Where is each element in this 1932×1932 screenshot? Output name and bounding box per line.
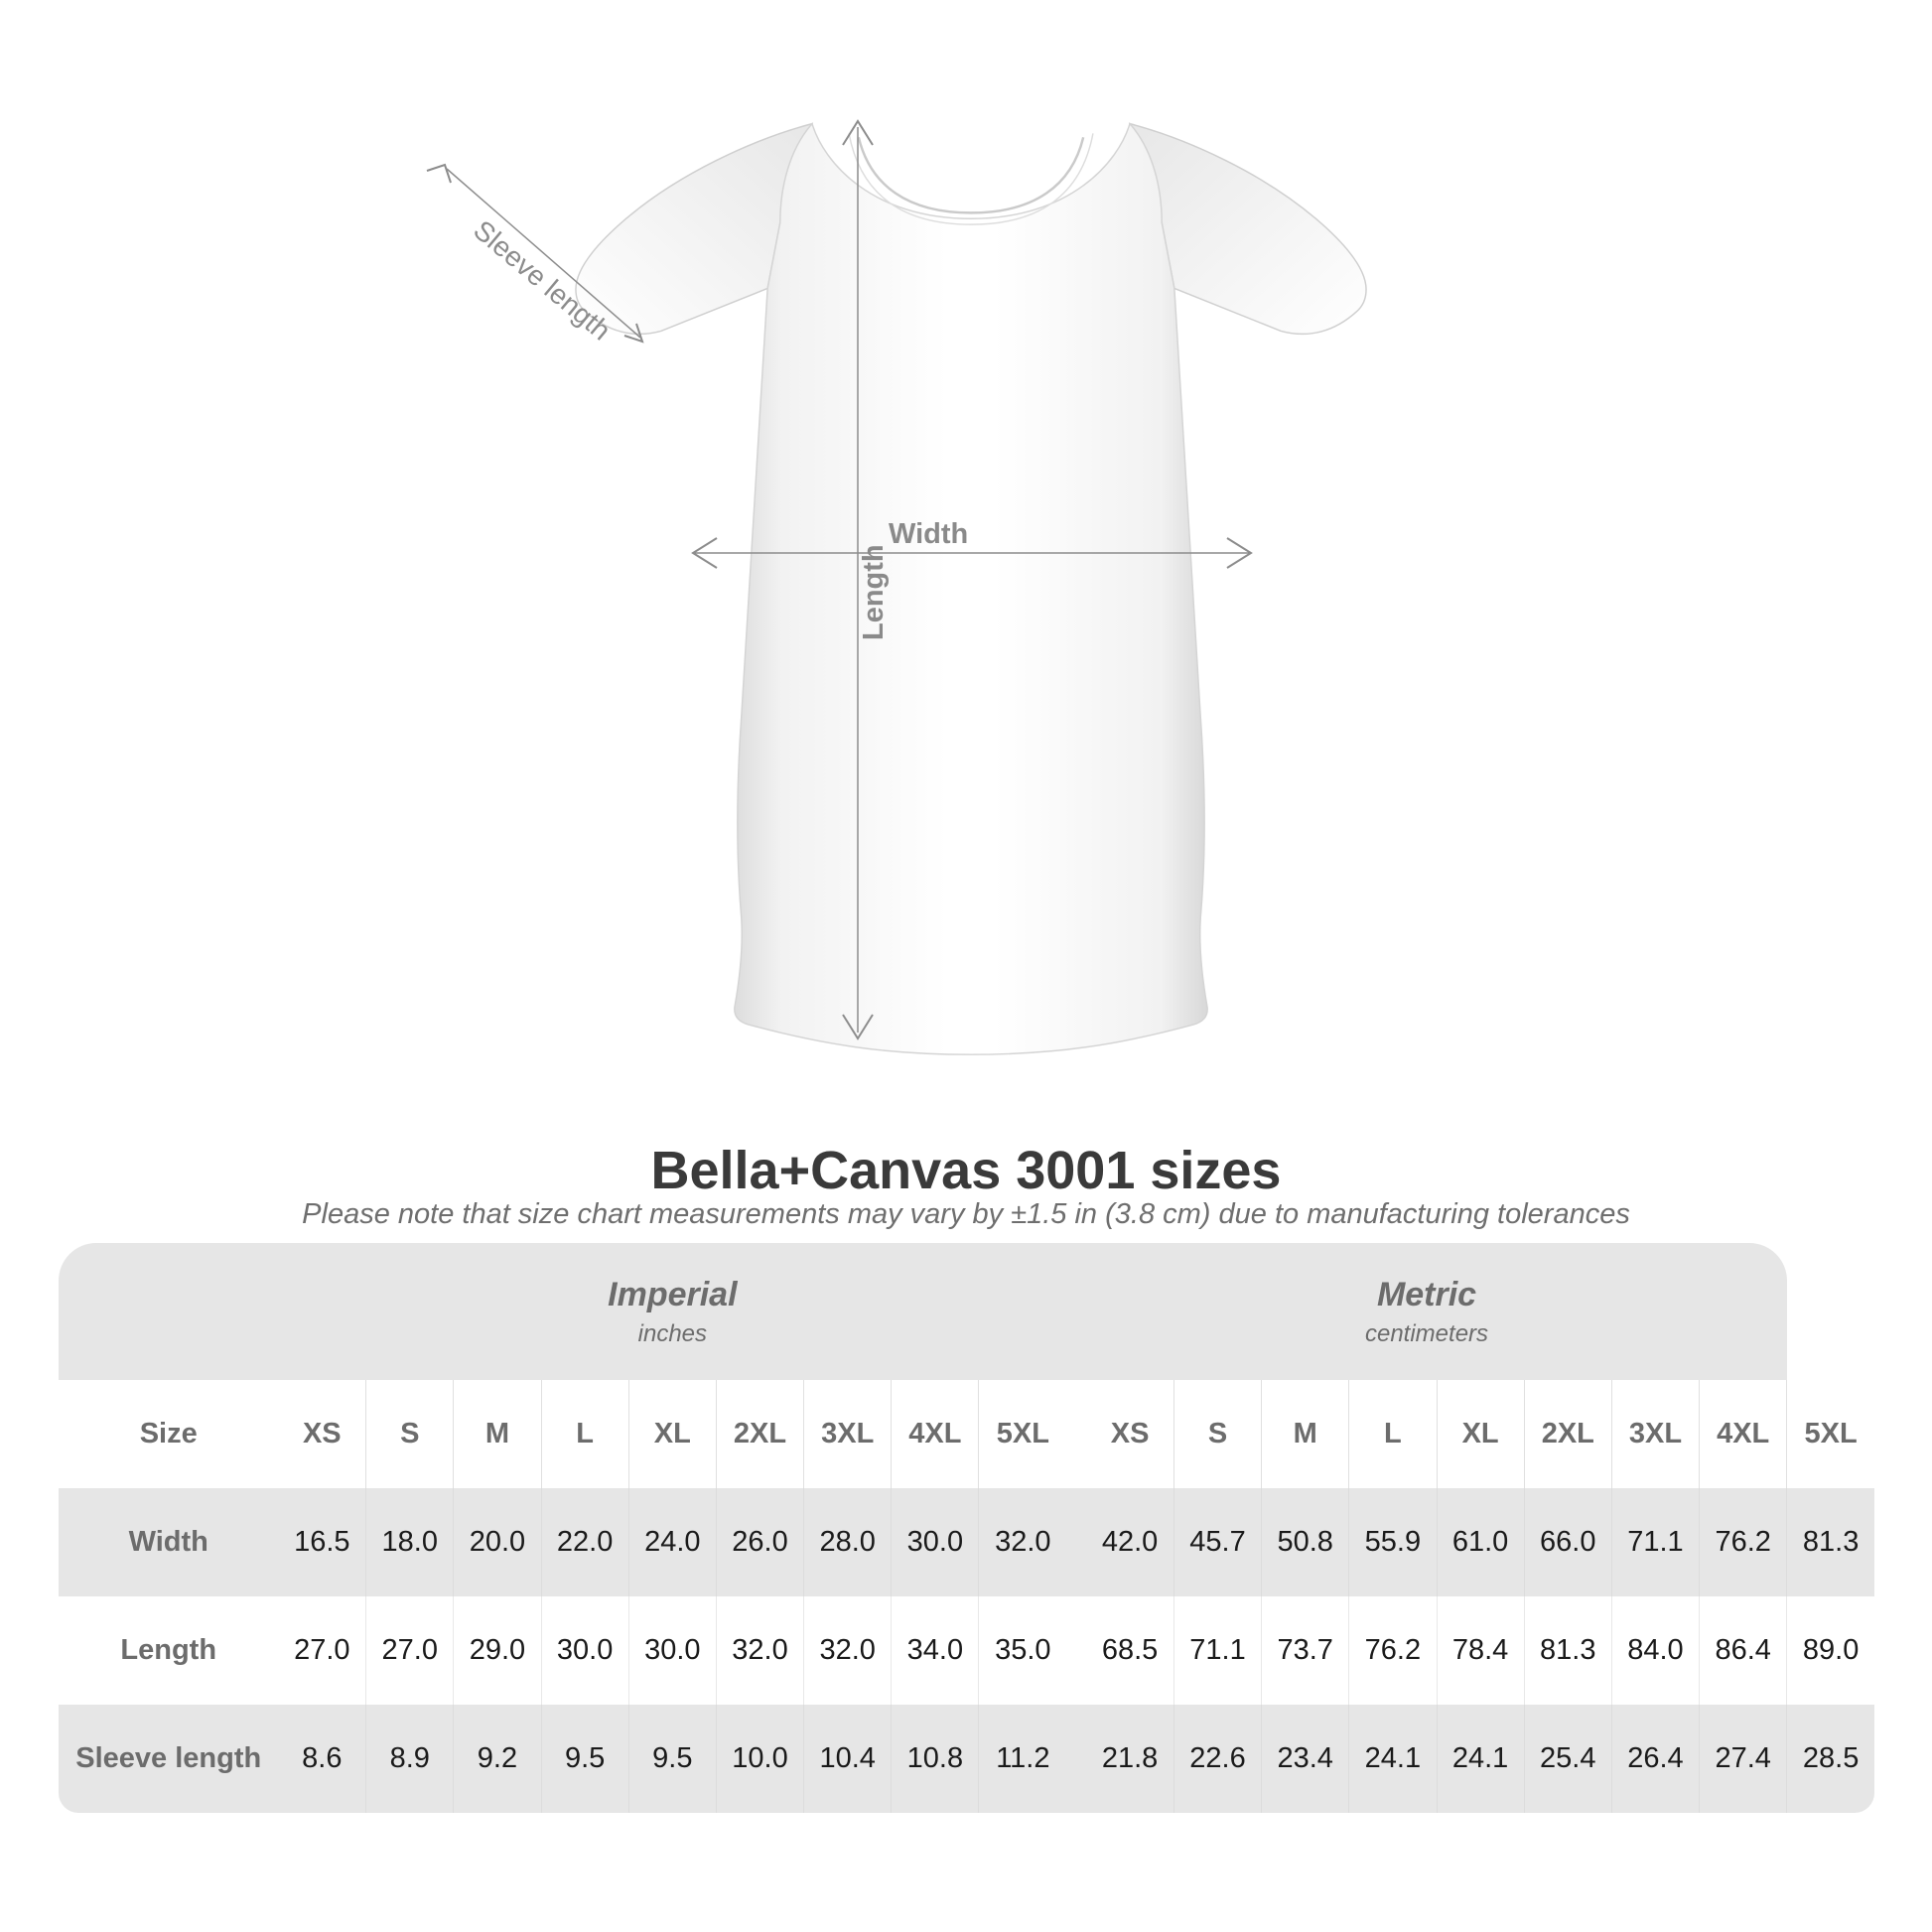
svg-text:Sleeve length: Sleeve length <box>468 214 617 346</box>
svg-text:Length: Length <box>858 544 890 640</box>
svg-text:Width: Width <box>889 518 968 550</box>
